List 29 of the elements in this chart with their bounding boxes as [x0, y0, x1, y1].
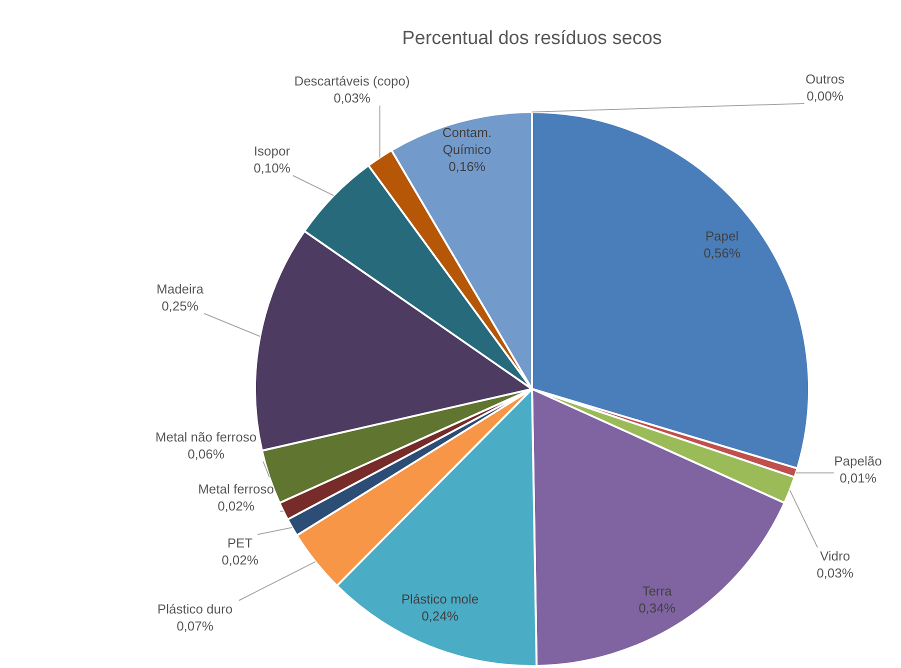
data-label: 0,16% — [448, 159, 486, 174]
slice-label: Vidro — [820, 548, 850, 564]
category-label: Outros — [805, 72, 845, 86]
data-label: 0,07% — [176, 618, 214, 634]
slice-label: Isopor — [254, 144, 291, 158]
data-label: 0,10% — [254, 160, 291, 176]
data-label: 0,06% — [188, 446, 225, 462]
slice-label: Plástico mole — [401, 592, 479, 606]
data-label: 0,03% — [334, 90, 371, 106]
slice-label: Madeira — [156, 282, 204, 296]
slice-label: Terra — [642, 584, 673, 598]
chart-title: Percentual dos resíduos secos — [402, 28, 662, 49]
data-label: 0,01% — [840, 470, 877, 486]
data-label: 0,56% — [704, 246, 741, 260]
data-label: 0,34% — [638, 600, 676, 616]
data-label: 0,24% — [422, 608, 459, 624]
data-label: 0,03% — [816, 566, 854, 580]
slice-label: Contam. Químico — [442, 125, 492, 157]
slice-label: Metal não ferroso — [155, 430, 257, 444]
data-label: 0,02% — [222, 552, 259, 568]
data-label: 0,02% — [218, 498, 255, 514]
slice-label: Metal ferroso — [198, 482, 274, 496]
text: 0,00% — [806, 88, 844, 104]
slice-label: Plástico duro — [157, 602, 233, 616]
slice-label: Descartáveis (copo) — [294, 74, 410, 88]
data-label: 0,25% — [162, 298, 199, 314]
slice-label: Papel — [705, 228, 739, 244]
slice-label: PET — [227, 536, 253, 550]
slice-label: Papelão — [834, 454, 882, 468]
